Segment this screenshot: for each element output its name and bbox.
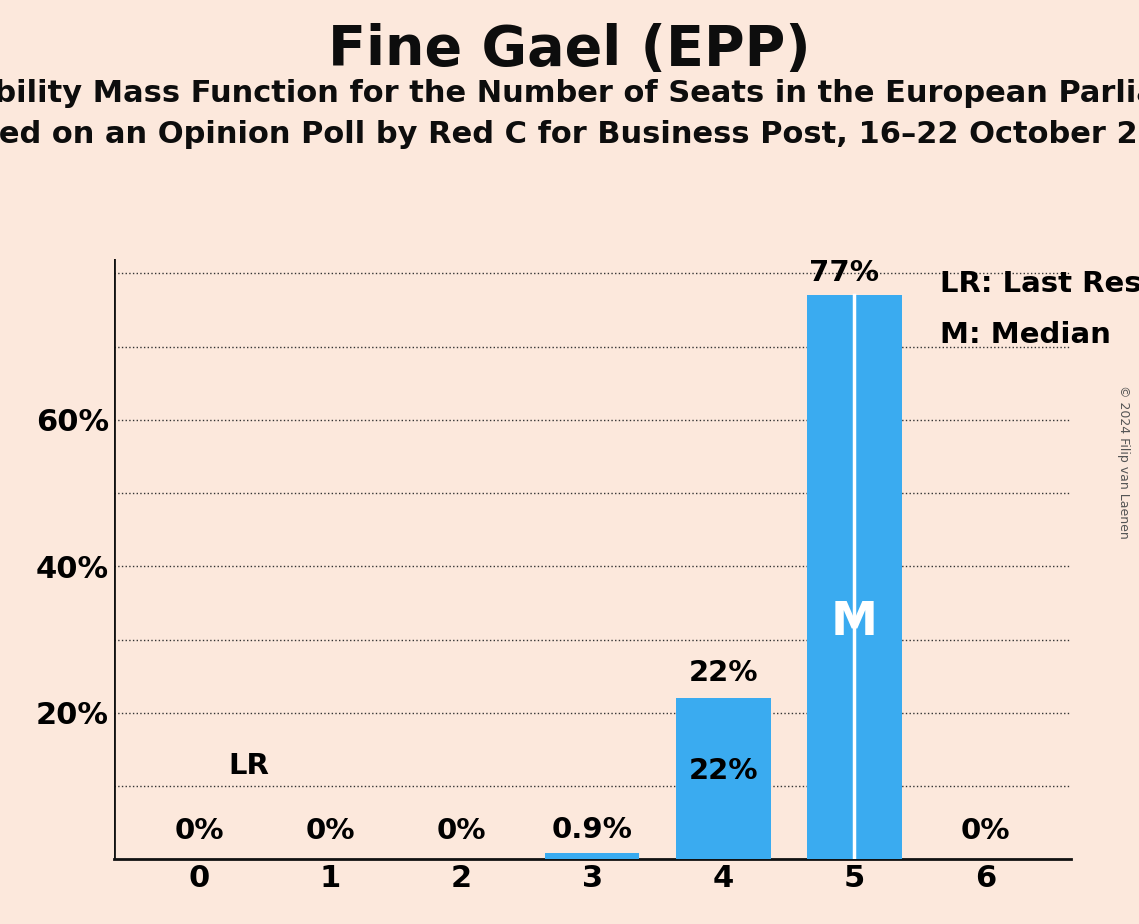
Text: 0%: 0% (436, 817, 486, 845)
Text: 0.9%: 0.9% (551, 816, 633, 844)
Text: © 2024 Filip van Laenen: © 2024 Filip van Laenen (1117, 385, 1130, 539)
Text: Probability Mass Function for the Number of Seats in the European Parliament: Probability Mass Function for the Number… (0, 79, 1139, 107)
Text: 0%: 0% (305, 817, 355, 845)
Text: LR: Last Result: LR: Last Result (940, 270, 1139, 298)
Bar (677, 699, 770, 859)
Bar (808, 296, 902, 859)
Text: Fine Gael (EPP): Fine Gael (EPP) (328, 23, 811, 77)
Text: 22%: 22% (689, 757, 759, 784)
Text: Based on an Opinion Poll by Red C for Business Post, 16–22 October 2024: Based on an Opinion Poll by Red C for Bu… (0, 120, 1139, 149)
Text: 0%: 0% (960, 817, 1010, 845)
Bar (546, 853, 639, 859)
Text: 22%: 22% (689, 659, 759, 687)
Text: 77%: 77% (809, 259, 878, 286)
Text: M: M (831, 600, 878, 645)
Text: M: Median: M: Median (940, 321, 1111, 349)
Text: 0%: 0% (174, 817, 224, 845)
Text: LR: LR (228, 752, 269, 780)
